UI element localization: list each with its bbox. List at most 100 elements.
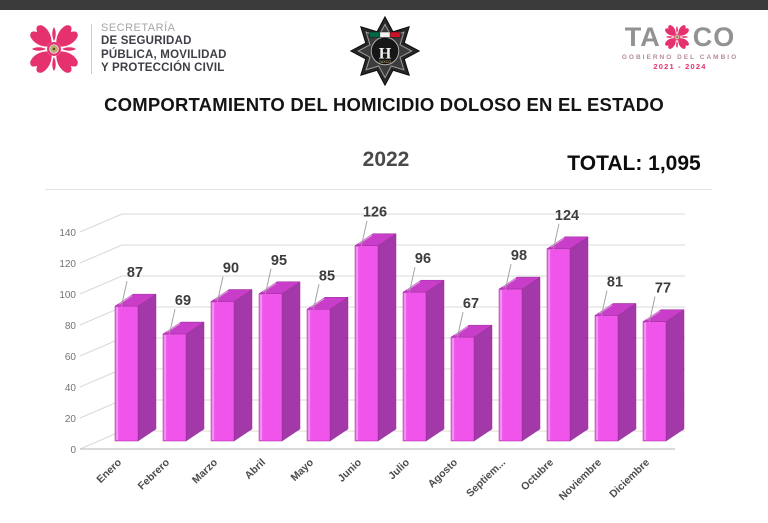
police-star-badge-icon: H TAXCO — [347, 13, 423, 94]
y-tick-label-0: 0 — [70, 445, 76, 456]
bar-gloss — [214, 290, 229, 301]
month-label-4: Mayo — [288, 457, 316, 484]
month-label-5: Junio — [336, 457, 364, 485]
bar-side-face — [665, 309, 685, 442]
bar-3: 95 — [258, 253, 301, 442]
bar-highlight — [211, 302, 215, 440]
bar-2: 90 — [210, 261, 253, 442]
window-top-strip — [0, 0, 768, 10]
y-tick-label-60: 60 — [65, 352, 77, 363]
bar-8: 98 — [498, 248, 541, 442]
secretaria-line1: SECRETARÍA — [101, 22, 176, 35]
homicide-bar-chart: 0 20 40 60 80 100 120 140 87 Enero 69 Febrero 90 Marz… — [59, 205, 685, 503]
bar-gloss — [550, 237, 565, 248]
bar-gloss — [454, 326, 469, 336]
y-tick-120 — [79, 244, 123, 264]
bar-highlight — [115, 307, 119, 440]
label-leader-line — [120, 281, 128, 309]
badge-letter: H — [379, 46, 392, 63]
flower-logo-icon — [26, 21, 82, 77]
bar-value-0: 87 — [127, 265, 143, 281]
label-leader-line — [648, 296, 656, 324]
taxco-wordmark: TA CO — [606, 22, 754, 52]
month-label-6: Julio — [386, 457, 412, 483]
bar-10: 81 — [594, 274, 637, 442]
bar-side-face — [137, 293, 157, 442]
bar-value-2: 90 — [223, 261, 239, 277]
bar-highlight — [307, 310, 311, 440]
bar-side-face — [185, 321, 205, 442]
y-tick-label-120: 120 — [59, 259, 76, 270]
taxco-subtitle: GOBIERNO DEL CAMBIO — [621, 54, 739, 61]
bar-highlight — [451, 338, 455, 440]
month-label-8: Septiem... — [464, 456, 508, 499]
bar-highlight — [595, 316, 599, 440]
bar-gloss — [310, 298, 325, 308]
bar-front-face — [210, 301, 235, 442]
bar-highlight — [499, 290, 503, 440]
taxco-logo: TA CO GOBIERNO DEL CAMBIO 2021 - 2024 — [606, 22, 754, 71]
month-label-9: Octubre — [519, 456, 556, 493]
bar-front-face — [306, 309, 331, 442]
bar-value-3: 95 — [271, 253, 287, 269]
bar-value-8: 98 — [511, 248, 527, 264]
bar-highlight — [547, 249, 551, 440]
bar-highlight — [259, 294, 263, 440]
bar-gloss — [646, 310, 661, 321]
bar-gloss — [598, 304, 613, 314]
bar-front-face — [450, 336, 475, 442]
bar-side-face — [329, 296, 349, 442]
chart-year-label: 2022 — [362, 148, 410, 171]
y-tick-100 — [79, 275, 123, 295]
bar-gloss — [118, 295, 133, 305]
mexican-flag-ribbon-icon — [369, 31, 401, 38]
secretaria-logo: SECRETARÍA DE SEGURIDAD PÚBLICA, MOVILID… — [24, 19, 227, 79]
bar-front-face — [594, 315, 619, 442]
taxco-word-part2: CO — [692, 22, 736, 52]
month-label-0: Enero — [94, 457, 124, 486]
bar-front-face — [354, 245, 379, 442]
bar-front-face — [162, 333, 187, 442]
label-leader-line — [264, 268, 272, 296]
bar-value-5: 126 — [363, 205, 387, 221]
bar-front-face — [114, 305, 139, 442]
label-leader-line — [216, 276, 224, 304]
month-label-7: Agosto — [426, 457, 460, 491]
taxco-word-part1: TA — [624, 22, 661, 52]
bar-value-1: 69 — [175, 293, 191, 309]
bar-front-face — [498, 288, 523, 442]
divider-line — [45, 189, 712, 190]
y-tick-140 — [79, 213, 123, 233]
page-title: COMPORTAMIENTO DEL HOMICIDIO DOLOSO EN E… — [104, 94, 664, 115]
month-label-1: Febrero — [136, 457, 172, 493]
bar-side-face — [233, 289, 253, 442]
bar-4: 85 — [306, 268, 349, 442]
bar-gloss — [502, 278, 517, 288]
bar-side-face — [521, 276, 541, 442]
bar-value-4: 85 — [319, 268, 335, 284]
bar-0: 87 — [114, 265, 157, 442]
bar-value-11: 77 — [655, 281, 671, 297]
y-tick-label-100: 100 — [59, 290, 76, 301]
label-leader-line — [456, 312, 464, 340]
month-label-11: Diciembre — [607, 456, 652, 500]
bar-gloss — [166, 323, 181, 333]
bar-11: 77 — [642, 281, 685, 442]
y-tick-label-40: 40 — [65, 383, 77, 394]
bar-gloss — [406, 281, 421, 291]
bar-side-face — [473, 324, 493, 442]
bar-front-face — [402, 291, 427, 442]
bar-6: 96 — [402, 251, 445, 442]
y-tick-label-140: 140 — [59, 228, 76, 239]
label-leader-line — [600, 290, 608, 318]
bar-value-6: 96 — [415, 251, 431, 267]
bar-side-face — [281, 281, 301, 442]
total-label: TOTAL: 1,095 — [567, 152, 701, 175]
label-leader-line — [168, 308, 176, 337]
bar-highlight — [643, 322, 647, 440]
bar-front-face — [642, 321, 667, 442]
badge-city-label: TAXCO — [379, 60, 391, 64]
bar-value-10: 81 — [607, 274, 623, 290]
bar-front-face — [546, 248, 571, 442]
